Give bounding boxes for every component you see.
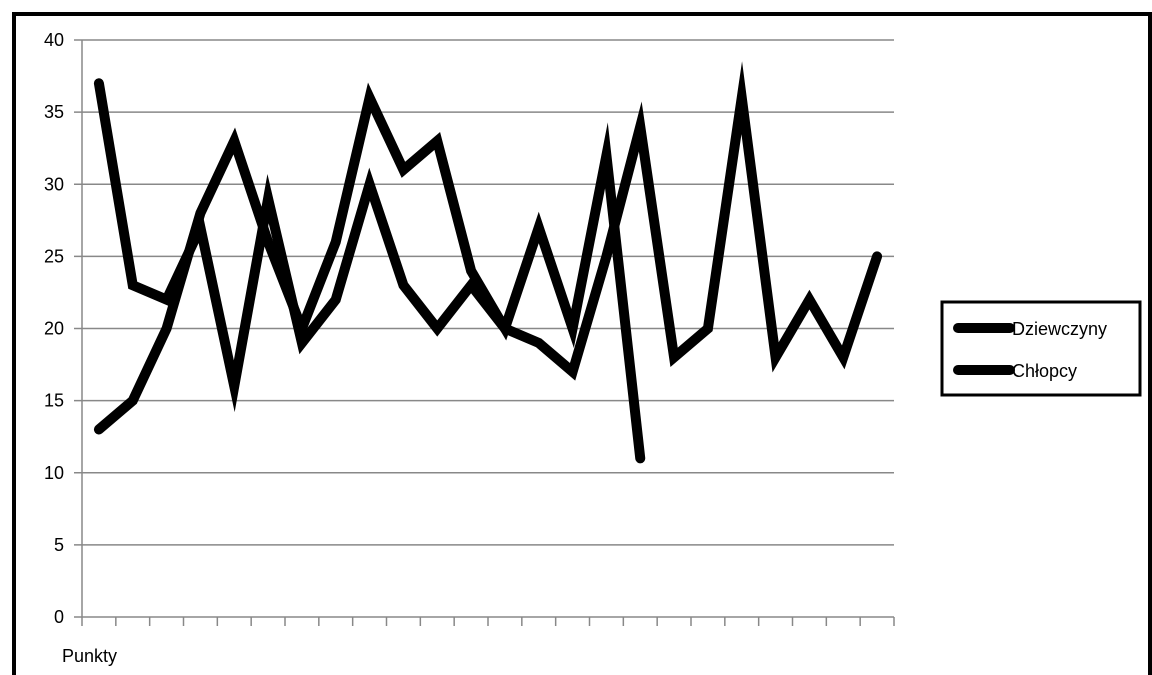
- y-tick-label: 15: [44, 391, 64, 411]
- data-point: [166, 328, 168, 329]
- data-point: [741, 97, 743, 99]
- data-point: [369, 97, 371, 99]
- legend-label: Chłopcy: [1012, 361, 1077, 381]
- data-point: [199, 212, 201, 214]
- legend-box: [940, 300, 1142, 397]
- data-point: [98, 82, 100, 84]
- data-point: [199, 227, 201, 229]
- y-tick-label: 35: [44, 102, 64, 122]
- data-point: [470, 284, 472, 286]
- y-tick-label: 10: [44, 463, 64, 483]
- data-point: [538, 342, 540, 344]
- data-point: [707, 328, 709, 329]
- y-tick-label: 5: [54, 535, 64, 555]
- data-point: [402, 284, 404, 286]
- series-lines: [93, 61, 883, 464]
- data-point: [605, 255, 607, 257]
- data-point: [808, 299, 810, 301]
- data-point: [233, 385, 235, 387]
- data-point: [572, 371, 574, 373]
- x-axis-label: Punkty: [62, 646, 117, 666]
- data-point: [132, 284, 134, 286]
- data-point: [267, 241, 269, 243]
- data-point: [470, 270, 472, 272]
- data-point: [233, 140, 235, 142]
- data-point: [436, 328, 438, 329]
- data-point: [639, 457, 641, 459]
- data-point: [572, 328, 574, 329]
- gridlines: [82, 39, 894, 546]
- data-point: [369, 183, 371, 185]
- legend: Dziewczyny Chłopcy: [940, 300, 1142, 397]
- y-tick-label: 40: [44, 30, 64, 50]
- data-point: [605, 154, 607, 156]
- data-point: [775, 356, 777, 358]
- data-point: [842, 356, 844, 358]
- legend-label: Dziewczyny: [1012, 319, 1107, 339]
- data-point: [301, 342, 303, 344]
- data-point: [639, 126, 641, 128]
- data-point: [436, 140, 438, 142]
- axes: 0 5 10 15 20 25 30 35 40: [44, 30, 895, 627]
- data-point: [402, 169, 404, 171]
- data-point: [335, 299, 337, 301]
- series-line-2: [93, 61, 883, 413]
- data-point: [876, 255, 878, 257]
- data-point: [98, 428, 100, 430]
- data-point: [267, 198, 269, 200]
- y-tick-label: 30: [44, 174, 64, 194]
- y-tick-label: 20: [44, 319, 64, 339]
- y-tick-label: 0: [54, 607, 64, 627]
- data-point: [504, 328, 506, 329]
- data-point: [166, 299, 168, 301]
- y-tick-label: 25: [44, 246, 64, 266]
- data-point: [132, 400, 134, 402]
- data-point: [673, 356, 675, 358]
- data-point: [335, 241, 337, 243]
- data-point: [538, 227, 540, 229]
